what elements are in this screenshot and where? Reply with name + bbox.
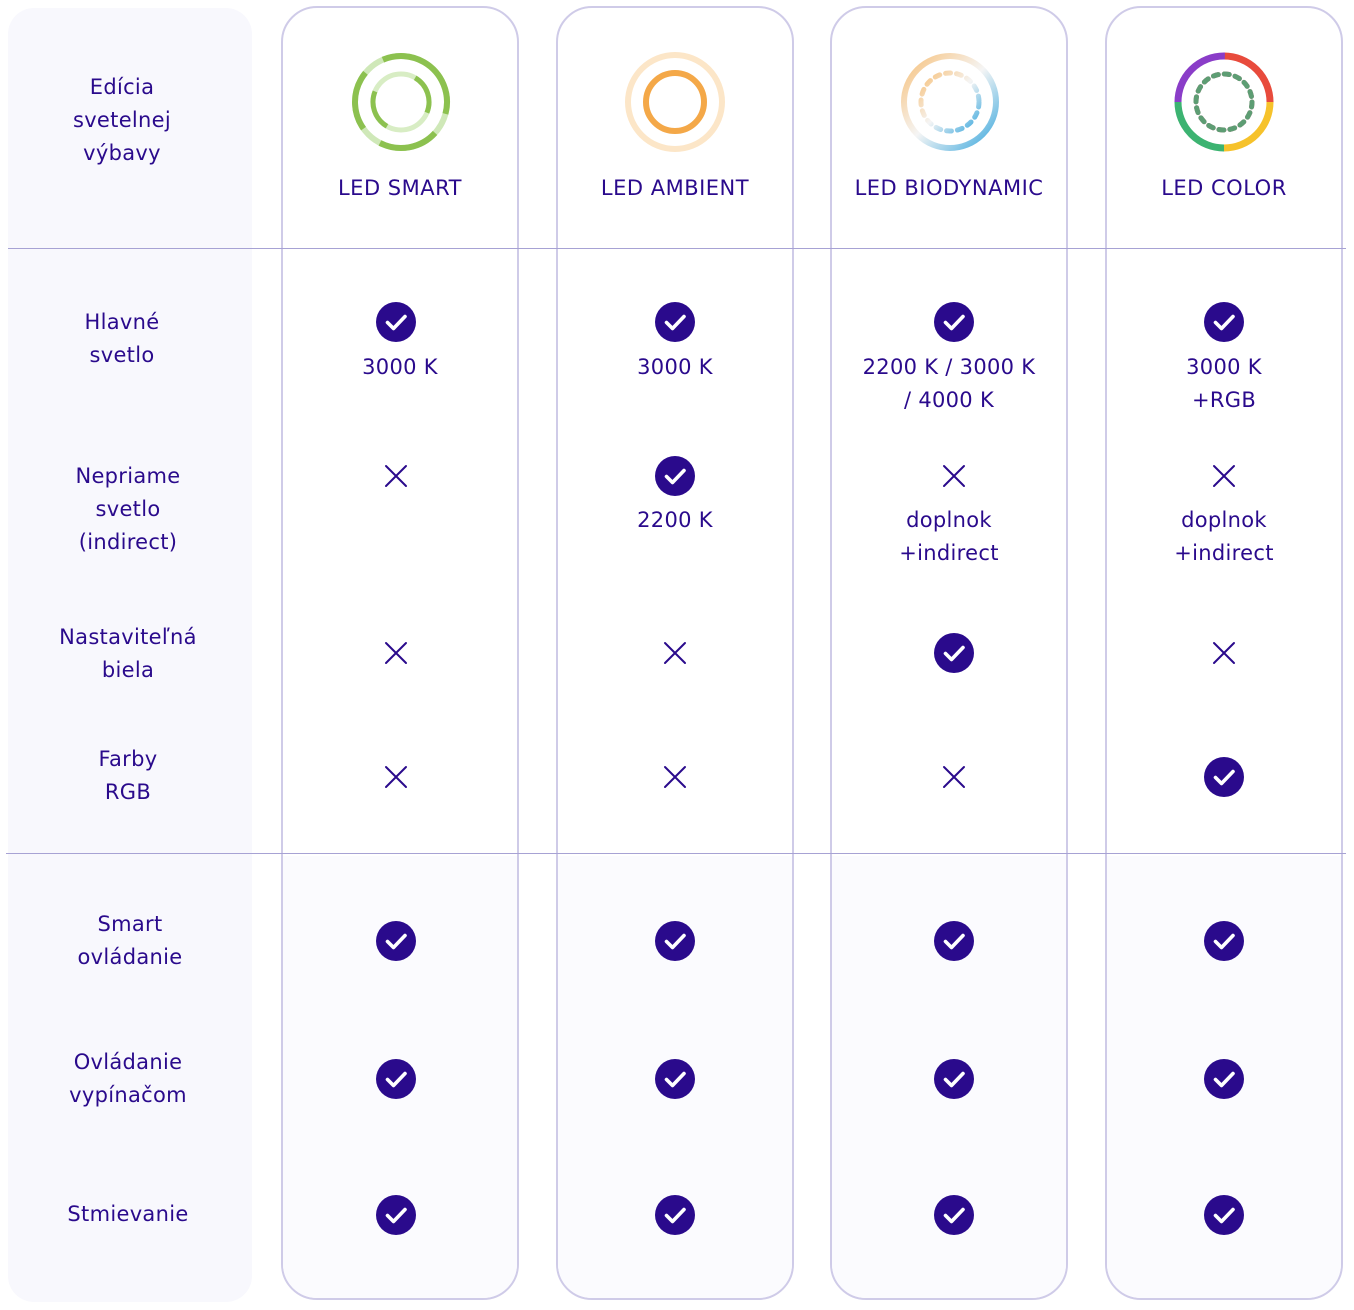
smart-ring-icon bbox=[352, 53, 450, 151]
check-icon bbox=[1204, 1195, 1244, 1235]
cross-icon bbox=[943, 465, 965, 487]
cross-icon bbox=[664, 766, 686, 788]
check-icon bbox=[1204, 302, 1244, 342]
cross-icon bbox=[943, 766, 965, 788]
biodynamic-ring-icon bbox=[901, 53, 999, 151]
check-icon bbox=[934, 633, 974, 673]
indirect-light-value: doplnok +indirect bbox=[899, 508, 999, 565]
check-icon bbox=[655, 456, 695, 496]
check-icon bbox=[934, 1195, 974, 1235]
header-label: Edícia svetelnej výbavy bbox=[72, 75, 172, 165]
row-label-smart-control: Smart ovládanie bbox=[77, 912, 183, 969]
cross-icon bbox=[385, 642, 407, 664]
row-label-indirect-light: Nepriame svetlo (indirect) bbox=[75, 464, 181, 554]
check-icon bbox=[655, 1059, 695, 1099]
divider-header bbox=[8, 248, 1346, 249]
row-label-switch-control: Ovládanie vypínačom bbox=[69, 1050, 187, 1107]
row-label-tunable-white: Nastaviteľná biela bbox=[59, 625, 197, 682]
column-title: LED COLOR bbox=[1161, 176, 1287, 200]
check-icon bbox=[934, 921, 974, 961]
indirect-light-value: 2200 K bbox=[637, 508, 713, 532]
check-icon bbox=[1204, 757, 1244, 797]
main-light-value: 3000 K +RGB bbox=[1186, 355, 1262, 412]
check-icon bbox=[934, 302, 974, 342]
check-icon bbox=[376, 921, 416, 961]
main-light-value: 3000 K bbox=[637, 355, 713, 379]
cross-icon bbox=[385, 465, 407, 487]
check-icon bbox=[1204, 1059, 1244, 1099]
check-icon bbox=[655, 302, 695, 342]
ambient-ring-icon bbox=[625, 52, 725, 152]
check-icon bbox=[655, 1195, 695, 1235]
cross-icon bbox=[1213, 465, 1235, 487]
main-light-value: 3000 K bbox=[362, 355, 438, 379]
check-icon bbox=[934, 1059, 974, 1099]
cross-icon bbox=[1213, 642, 1235, 664]
row-label-rgb: Farby RGB bbox=[98, 747, 158, 804]
check-icon bbox=[376, 1195, 416, 1235]
column-title: LED AMBIENT bbox=[600, 176, 750, 200]
color-ring-icon bbox=[1174, 52, 1274, 152]
divider-controls bbox=[6, 853, 1346, 854]
row-label-main-light: Hlavné svetlo bbox=[84, 310, 160, 367]
row-label-dimming: Stmievanie bbox=[67, 1202, 189, 1226]
main-light-value: 2200 K / 3000 K/ 4000 K bbox=[862, 355, 1036, 412]
check-icon bbox=[376, 302, 416, 342]
check-icon bbox=[376, 1059, 416, 1099]
label-column bbox=[8, 8, 252, 1302]
cross-icon bbox=[385, 766, 407, 788]
column-title: LED BIODYNAMIC bbox=[854, 176, 1044, 200]
indirect-light-value: doplnok +indirect bbox=[1174, 508, 1274, 565]
check-icon bbox=[1204, 921, 1244, 961]
check-icon bbox=[655, 921, 695, 961]
column-title: LED SMART bbox=[337, 176, 463, 200]
cross-icon bbox=[664, 642, 686, 664]
